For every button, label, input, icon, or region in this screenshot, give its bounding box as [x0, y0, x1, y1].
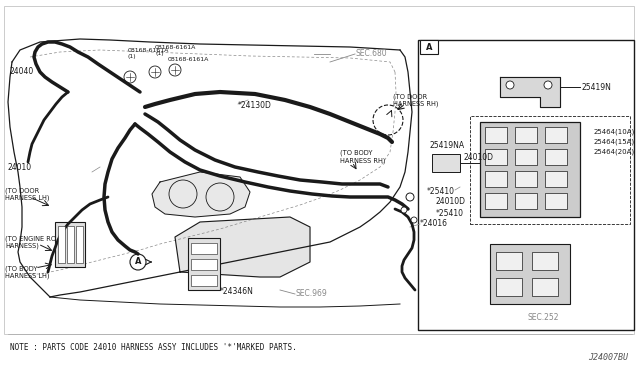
Bar	[545, 193, 567, 209]
Bar	[67, 226, 74, 263]
Bar	[485, 127, 507, 143]
Circle shape	[401, 207, 407, 213]
Text: 24010D: 24010D	[464, 154, 494, 163]
Text: 08168-6161A
(1): 08168-6161A (1)	[155, 45, 196, 56]
Bar	[515, 127, 537, 143]
Bar	[515, 171, 537, 187]
Bar	[432, 154, 460, 172]
Bar	[191, 275, 217, 286]
Circle shape	[411, 217, 417, 223]
Bar	[496, 278, 522, 296]
Text: A: A	[135, 257, 141, 266]
Bar	[515, 193, 537, 209]
Bar	[191, 243, 217, 254]
Text: *25410: *25410	[427, 187, 455, 196]
Text: NOTE : PARTS CODE 24010 HARNESS ASSY INCLUDES '*'MARKED PARTS.: NOTE : PARTS CODE 24010 HARNESS ASSY INC…	[10, 343, 297, 353]
Bar	[4, 6, 634, 334]
Bar	[545, 171, 567, 187]
Text: 24010D: 24010D	[436, 198, 466, 206]
Circle shape	[506, 81, 514, 89]
Text: SEC.680: SEC.680	[355, 49, 387, 58]
Text: 24040: 24040	[10, 67, 35, 77]
Bar	[470, 116, 630, 224]
Text: *25410: *25410	[436, 209, 464, 218]
Text: (TO ENGINE ROOM
HARNESS): (TO ENGINE ROOM HARNESS)	[5, 235, 67, 249]
Bar	[545, 127, 567, 143]
Text: SEC.969: SEC.969	[296, 289, 328, 298]
Bar	[485, 193, 507, 209]
Polygon shape	[500, 77, 560, 107]
Text: A: A	[426, 42, 432, 51]
Text: (TO BODY
HARNESS RH): (TO BODY HARNESS RH)	[340, 150, 385, 164]
Bar	[480, 122, 580, 217]
Bar	[188, 238, 220, 290]
Text: *24346N: *24346N	[220, 288, 254, 296]
Bar	[532, 278, 558, 296]
Text: 25419N: 25419N	[582, 83, 612, 92]
Text: (TO DOOR
HARNESS LH): (TO DOOR HARNESS LH)	[5, 187, 49, 201]
Text: J24007BU: J24007BU	[588, 353, 628, 362]
Bar	[191, 259, 217, 270]
Text: (TO DOOR
HARNESS RH): (TO DOOR HARNESS RH)	[393, 93, 438, 107]
Text: SEC.252: SEC.252	[527, 314, 559, 323]
Bar	[515, 149, 537, 165]
Text: 25464(10A): 25464(10A)	[594, 129, 635, 135]
Circle shape	[406, 193, 414, 201]
Text: *24016: *24016	[420, 219, 448, 228]
Bar	[485, 171, 507, 187]
Bar	[76, 226, 83, 263]
Bar	[496, 252, 522, 270]
Bar	[55, 222, 85, 267]
Bar	[490, 244, 570, 304]
Polygon shape	[152, 172, 250, 217]
Text: 25419NA: 25419NA	[430, 141, 465, 151]
Bar	[532, 252, 558, 270]
Polygon shape	[175, 217, 310, 277]
Text: (TO BODY
HARNESS LH): (TO BODY HARNESS LH)	[5, 265, 49, 279]
Text: 08168-6161A: 08168-6161A	[168, 57, 209, 62]
Text: *24130D: *24130D	[238, 102, 272, 110]
Text: 25464(15A): 25464(15A)	[594, 139, 635, 145]
Bar	[418, 40, 634, 330]
Bar	[58, 226, 65, 263]
Text: 24010: 24010	[8, 163, 32, 171]
Text: 25464(20A): 25464(20A)	[594, 149, 635, 155]
Bar	[485, 149, 507, 165]
Bar	[420, 40, 438, 54]
Circle shape	[544, 81, 552, 89]
Text: 08168-6161A
(1): 08168-6161A (1)	[128, 48, 170, 59]
Bar	[545, 149, 567, 165]
